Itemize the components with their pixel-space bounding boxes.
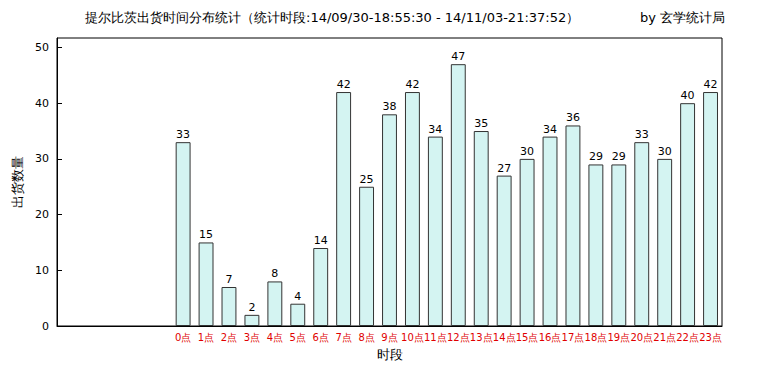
svg-text:19点: 19点 [607, 332, 630, 343]
svg-text:5点: 5点 [290, 332, 306, 343]
svg-text:12点: 12点 [447, 332, 470, 343]
svg-text:42: 42 [405, 78, 419, 91]
svg-text:33: 33 [176, 128, 190, 141]
svg-text:17点: 17点 [562, 332, 585, 343]
svg-text:40: 40 [35, 97, 49, 110]
svg-text:3点: 3点 [244, 332, 260, 343]
svg-text:0点: 0点 [175, 332, 191, 343]
svg-text:提尔比茨出货时间分布统计（统计时段:14/09/30-18:: 提尔比茨出货时间分布统计（统计时段:14/09/30-18:55:30 - 14… [85, 10, 579, 25]
svg-text:25: 25 [360, 173, 374, 186]
svg-text:38: 38 [383, 100, 397, 113]
svg-text:30: 30 [35, 152, 49, 165]
svg-text:8: 8 [271, 267, 278, 280]
svg-text:2: 2 [248, 301, 255, 314]
svg-text:0: 0 [42, 320, 49, 333]
svg-text:9点: 9点 [381, 332, 397, 343]
svg-text:20: 20 [35, 208, 49, 221]
svg-text:11点: 11点 [424, 332, 447, 343]
svg-text:29: 29 [612, 150, 626, 163]
svg-text:13点: 13点 [470, 332, 493, 343]
svg-text:20点: 20点 [630, 332, 653, 343]
svg-text:42: 42 [337, 78, 351, 91]
svg-text:4: 4 [294, 290, 301, 303]
svg-text:10: 10 [35, 264, 49, 277]
svg-text:by 玄学统计局: by 玄学统计局 [640, 10, 725, 25]
svg-text:36: 36 [566, 111, 580, 124]
svg-text:23点: 23点 [699, 332, 722, 343]
svg-text:21点: 21点 [653, 332, 676, 343]
svg-text:2点: 2点 [221, 332, 237, 343]
svg-text:34: 34 [543, 123, 557, 136]
svg-text:15: 15 [199, 228, 213, 241]
svg-text:出货数量: 出货数量 [10, 156, 25, 208]
svg-text:30: 30 [520, 145, 534, 158]
svg-text:30: 30 [658, 145, 672, 158]
svg-text:35: 35 [474, 117, 488, 130]
svg-text:42: 42 [704, 78, 718, 91]
svg-text:10点: 10点 [401, 332, 424, 343]
svg-text:27: 27 [497, 162, 511, 175]
svg-text:29: 29 [589, 150, 603, 163]
svg-text:8点: 8点 [358, 332, 374, 343]
svg-text:时段: 时段 [377, 347, 403, 362]
svg-text:4点: 4点 [267, 332, 283, 343]
svg-text:15点: 15点 [516, 332, 539, 343]
svg-text:22点: 22点 [676, 332, 699, 343]
svg-text:47: 47 [451, 50, 465, 63]
svg-text:1点: 1点 [198, 332, 214, 343]
svg-text:7点: 7点 [335, 332, 351, 343]
svg-text:7: 7 [225, 273, 232, 286]
svg-text:16点: 16点 [539, 332, 562, 343]
svg-text:40: 40 [681, 89, 695, 102]
svg-text:50: 50 [35, 41, 49, 54]
svg-text:14: 14 [314, 234, 328, 247]
svg-text:33: 33 [635, 128, 649, 141]
svg-text:14点: 14点 [493, 332, 516, 343]
svg-text:34: 34 [428, 123, 442, 136]
svg-text:18点: 18点 [585, 332, 608, 343]
svg-text:6点: 6点 [313, 332, 329, 343]
